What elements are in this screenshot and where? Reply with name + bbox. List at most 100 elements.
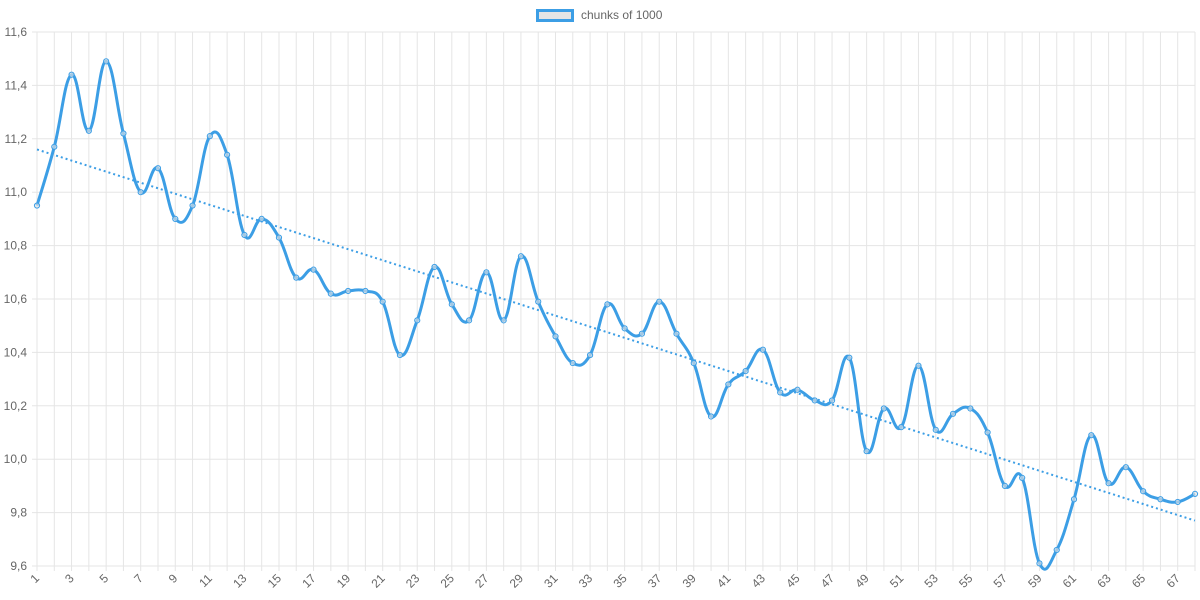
data-point (586, 351, 594, 359)
x-tick-label: 67 (1163, 571, 1183, 591)
data-point (552, 333, 559, 340)
x-tick-label: 13 (230, 571, 250, 591)
data-point (621, 325, 628, 332)
data-point (396, 351, 404, 359)
data-point (1157, 496, 1164, 503)
data-point (656, 298, 663, 305)
data-point (68, 71, 75, 78)
data-point (569, 359, 576, 367)
x-tick-label: 21 (368, 571, 388, 591)
data-point (517, 253, 525, 260)
x-tick-label: 27 (472, 571, 492, 591)
y-tick-label: 10,4 (4, 345, 28, 359)
data-point (33, 202, 41, 209)
legend-label: chunks of 1000 (581, 8, 663, 22)
data-point (1191, 490, 1199, 498)
data-point (984, 429, 991, 436)
x-tick-label: 11 (196, 571, 215, 590)
data-point (327, 290, 334, 297)
legend-swatch (536, 8, 574, 22)
data-point (310, 266, 317, 273)
data-point (725, 381, 732, 388)
data-point (1019, 474, 1026, 481)
data-point (1053, 546, 1060, 554)
data-point (258, 215, 265, 222)
data-point (51, 143, 58, 150)
data-point (293, 274, 300, 281)
x-tick-label: 65 (1129, 571, 1149, 591)
x-tick-label: 39 (680, 571, 700, 591)
x-tick-label: 53 (922, 571, 942, 591)
x-tick-label: 1 (27, 571, 42, 586)
data-point (742, 367, 749, 375)
y-tick-label: 10,8 (4, 239, 28, 253)
x-tick-label: 33 (576, 571, 596, 591)
x-tick-label: 35 (610, 571, 630, 591)
data-point (379, 298, 386, 305)
x-tick-label: 51 (887, 571, 907, 591)
data-point (863, 448, 870, 455)
data-point (932, 426, 939, 433)
x-tick-label: 17 (299, 571, 319, 591)
y-tick-label: 11,6 (5, 25, 28, 39)
x-tick-label: 15 (265, 571, 285, 591)
x-tick-label: 41 (714, 571, 734, 591)
data-point (1122, 464, 1129, 471)
x-tick-label: 59 (1025, 571, 1045, 591)
data-point (707, 413, 715, 420)
data-point (275, 234, 283, 241)
data-point (189, 202, 196, 209)
data-point (224, 151, 231, 158)
data-point (638, 330, 646, 337)
data-point (465, 317, 473, 324)
data-point (1174, 498, 1181, 506)
x-tick-label: 57 (991, 571, 1011, 591)
y-tick-label: 11,4 (5, 78, 28, 92)
data-point (241, 231, 248, 239)
y-tick-label: 9,8 (10, 506, 27, 520)
data-point (967, 405, 974, 412)
data-point (362, 287, 369, 295)
y-tick-label: 10,2 (4, 399, 28, 413)
data-point (828, 397, 836, 404)
x-tick-label: 45 (783, 571, 803, 591)
x-tick-label: 29 (507, 571, 527, 591)
data-point (604, 301, 611, 308)
data-point (949, 410, 957, 417)
data-point (1140, 488, 1147, 495)
x-tick-label: 63 (1094, 571, 1114, 591)
data-point (535, 298, 542, 305)
data-point (137, 189, 144, 196)
data-point (898, 424, 905, 431)
data-point (1105, 480, 1112, 487)
x-tick-label: 43 (749, 571, 769, 591)
data-point (777, 389, 784, 396)
data-point (448, 301, 455, 308)
x-tick-label: 19 (334, 571, 354, 591)
legend[interactable]: chunks of 1000 (536, 8, 662, 22)
x-tick-label: 7 (131, 571, 146, 586)
x-tick-label: 61 (1060, 571, 1080, 591)
data-point (915, 362, 922, 369)
data-point (103, 58, 110, 65)
data-point (690, 359, 697, 367)
x-tick-label: 25 (438, 571, 458, 591)
y-tick-label: 11,2 (5, 132, 28, 146)
data-point (345, 287, 352, 295)
data-point (1001, 482, 1008, 489)
data-point (431, 263, 438, 271)
data-point (1070, 496, 1078, 503)
y-tick-label: 10,6 (4, 292, 28, 306)
data-point (206, 133, 213, 140)
x-tick-label: 37 (645, 571, 665, 591)
data-point (846, 354, 853, 361)
data-point (85, 127, 92, 134)
data-point (414, 317, 421, 324)
x-tick-label: 31 (541, 571, 561, 591)
y-tick-label: 9,6 (10, 559, 27, 573)
x-tick-label: 55 (956, 571, 976, 591)
x-tick-label: 5 (97, 571, 112, 586)
data-point (154, 165, 162, 172)
